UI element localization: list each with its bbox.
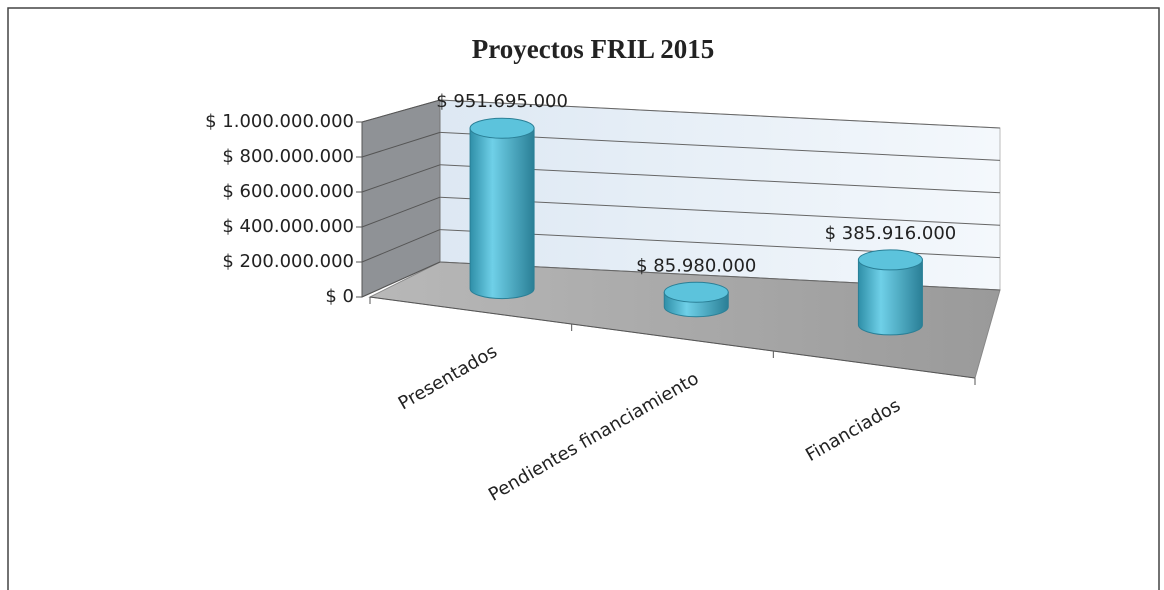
y-tick-label: $ 400.000.000 — [222, 216, 354, 237]
grid-line — [439, 99, 1001, 129]
x-tick-label: Pendientes financiamiento — [485, 368, 703, 506]
y-tick-label: $ 1.000.000.000 — [205, 111, 354, 132]
grid-line — [361, 164, 441, 193]
cylinder-top — [663, 281, 729, 303]
y-tick-label: $ 600.000.000 — [222, 181, 354, 202]
grid-line — [361, 196, 441, 228]
y-tick-label: $ 800.000.000 — [222, 146, 354, 167]
grid-line — [361, 261, 441, 298]
chart-frame — [7, 7, 1160, 590]
x-tick-label: Presentados — [395, 341, 501, 414]
cylinder — [857, 259, 923, 336]
x-axis — [369, 296, 976, 379]
x-tick-label: Financiados — [802, 395, 904, 466]
cylinder-top — [469, 117, 535, 139]
grid-line — [361, 131, 441, 158]
cylinder-top — [857, 249, 923, 271]
data-label: $ 385.916.000 — [825, 223, 957, 244]
cylinder — [469, 127, 535, 300]
data-label: $ 85.980.000 — [636, 255, 756, 276]
grid-line — [361, 229, 441, 263]
chart-title: Proyectos FRIL 2015 — [472, 34, 714, 64]
grid-line — [361, 99, 441, 123]
y-tick-label: $ 0 — [325, 286, 354, 307]
data-label: $ 951.695.000 — [436, 91, 568, 112]
y-tick-label: $ 200.000.000 — [222, 251, 354, 272]
